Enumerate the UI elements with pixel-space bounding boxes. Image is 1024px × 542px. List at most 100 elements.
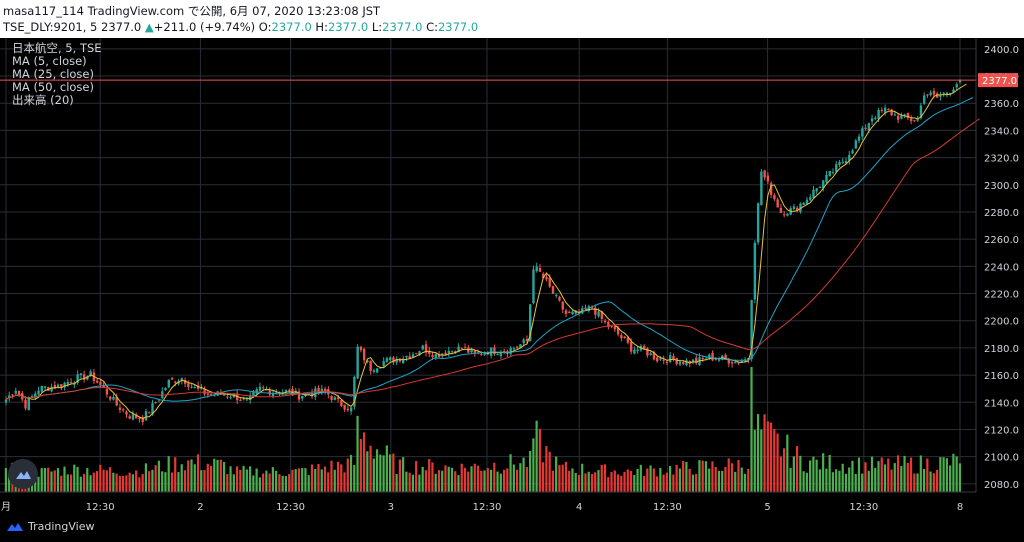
candle-body xyxy=(861,128,864,137)
volume-bar xyxy=(701,460,704,492)
legend-ma25[interactable]: MA (25, close) xyxy=(12,67,94,81)
volume-bar xyxy=(489,469,493,492)
candle-body xyxy=(154,401,157,403)
volume-bar xyxy=(695,473,698,492)
volume-bar xyxy=(95,471,99,492)
volume-bar xyxy=(825,468,828,492)
volume-bar xyxy=(53,470,56,492)
candle-body xyxy=(252,392,255,397)
volume-bar xyxy=(535,420,538,492)
candle-body xyxy=(945,92,949,95)
volume-bar xyxy=(372,458,375,492)
candle-body xyxy=(297,391,301,400)
candle-body xyxy=(909,118,913,121)
volume-bar xyxy=(330,460,333,492)
volume-bar xyxy=(502,469,506,492)
volume-bar xyxy=(418,474,421,492)
volume-bar xyxy=(141,473,144,492)
candle-body xyxy=(665,361,669,363)
candle-body xyxy=(652,352,656,360)
candle-body xyxy=(496,354,499,356)
volume-bar xyxy=(441,470,444,492)
candle-body xyxy=(180,378,184,381)
candle-body xyxy=(750,300,753,360)
volume-bar xyxy=(213,458,216,492)
candle-body xyxy=(11,394,14,396)
volume-bar xyxy=(297,468,301,492)
candle-body xyxy=(34,393,37,397)
candle-body xyxy=(936,93,939,98)
volume-bar xyxy=(167,456,170,492)
volume-bar xyxy=(636,468,639,492)
candle-body xyxy=(809,197,812,200)
candle-body xyxy=(336,397,340,400)
volume-bar xyxy=(525,467,528,492)
volume-bar xyxy=(929,471,932,492)
volume-bar xyxy=(779,456,782,492)
volume-bar xyxy=(200,470,203,492)
volume-bar xyxy=(392,453,395,492)
volume-bar xyxy=(190,459,193,492)
legend-volume[interactable]: 出来高 (20) xyxy=(12,93,74,107)
candle-body xyxy=(457,346,460,353)
tradingview-logo[interactable]: TradingView xyxy=(6,520,94,533)
candle-body xyxy=(402,358,405,364)
legend-ma50[interactable]: MA (50, close) xyxy=(12,80,94,94)
volume-bar xyxy=(161,471,164,492)
watermark-logo[interactable] xyxy=(8,459,38,489)
candle-body xyxy=(115,397,118,406)
volume-bar xyxy=(340,464,343,492)
volume-bar xyxy=(310,464,314,492)
candle-body xyxy=(623,336,626,339)
volume-bar xyxy=(564,461,568,492)
volume-bar xyxy=(102,469,105,492)
volume-bar xyxy=(685,461,688,492)
candle-body xyxy=(594,307,597,315)
candle-body xyxy=(148,412,151,414)
volume-bar xyxy=(538,428,541,492)
x-tick-label: 3 xyxy=(388,502,394,513)
legend-title[interactable]: 日本航空, 5, TSE xyxy=(12,41,102,55)
volume-bar xyxy=(571,468,574,492)
volume-bar xyxy=(470,466,473,492)
volume-bar xyxy=(382,455,385,492)
volume-bar xyxy=(721,470,724,492)
y-tick-label: 2280.0 xyxy=(984,208,1019,219)
candle-body xyxy=(890,109,893,116)
cloud-icon xyxy=(16,471,31,479)
volume-bar xyxy=(848,467,851,492)
volume-bar xyxy=(789,467,792,492)
candle-body xyxy=(8,395,11,398)
chart-area[interactable] xyxy=(0,38,1024,542)
candle-body xyxy=(896,115,900,120)
candle-body xyxy=(245,399,249,401)
candle-body xyxy=(206,393,210,395)
candle-body xyxy=(522,339,525,344)
volume-bar xyxy=(603,464,607,492)
volume-bar xyxy=(226,474,229,492)
candles xyxy=(4,79,962,425)
candle-body xyxy=(773,194,776,200)
volume-bar xyxy=(447,466,450,492)
volume-bar xyxy=(919,455,922,492)
volume-bar xyxy=(626,469,629,492)
low-label: L: xyxy=(371,20,383,34)
volume-bar xyxy=(548,451,551,492)
volume-bar xyxy=(262,473,265,492)
y-tick-label: 2320.0 xyxy=(984,154,1019,165)
candle-body xyxy=(112,396,115,400)
candle-body xyxy=(275,392,278,394)
volume-bar xyxy=(691,474,695,492)
volume-bar xyxy=(750,367,753,492)
legend-ma5[interactable]: MA (5, close) xyxy=(12,54,87,68)
volume-bar xyxy=(336,461,340,492)
candle-body xyxy=(40,385,44,392)
candle-body xyxy=(431,355,434,358)
volume-bar xyxy=(294,469,297,492)
volume-bar xyxy=(40,468,43,492)
volume-bar xyxy=(545,446,548,492)
change-value: +211.0 (+9.74%) xyxy=(153,20,256,34)
volume-bar xyxy=(245,469,248,492)
volume-bar xyxy=(239,469,242,492)
